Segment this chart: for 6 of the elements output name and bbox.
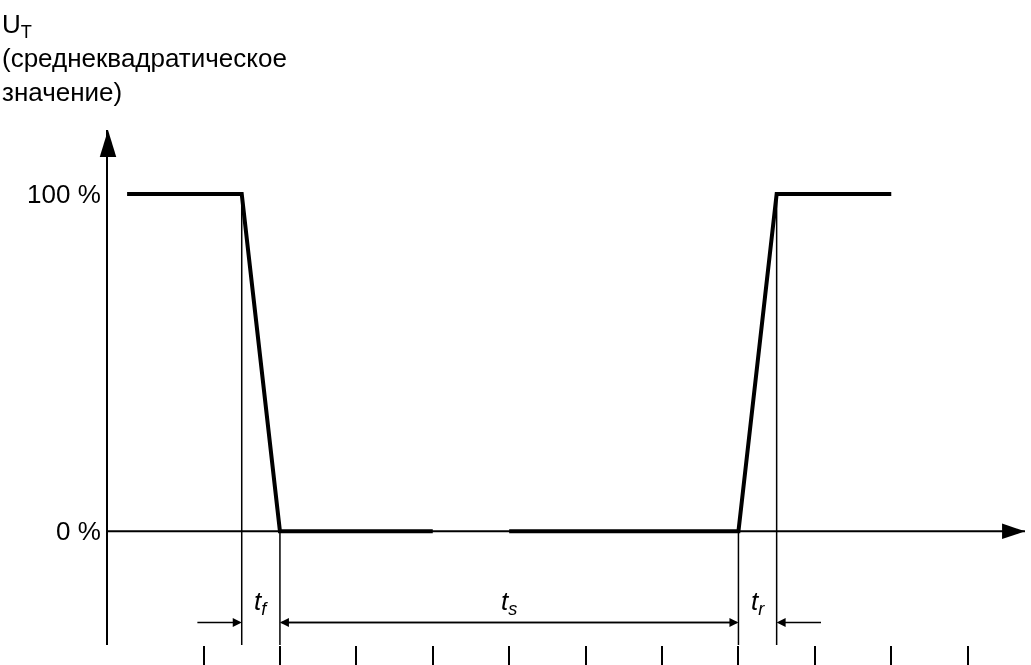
y-tick-label: 0 % <box>55 516 101 547</box>
annotation: t$_{s}$ <box>501 586 518 620</box>
annotation: t$_{f}$ <box>254 586 269 620</box>
y-tick-label: 100 % <box>27 179 101 210</box>
y-axis-title: U$_{T}$ (среднеквадратическое значение) <box>2 9 287 107</box>
annotation: t$_{r}$ <box>751 586 766 620</box>
